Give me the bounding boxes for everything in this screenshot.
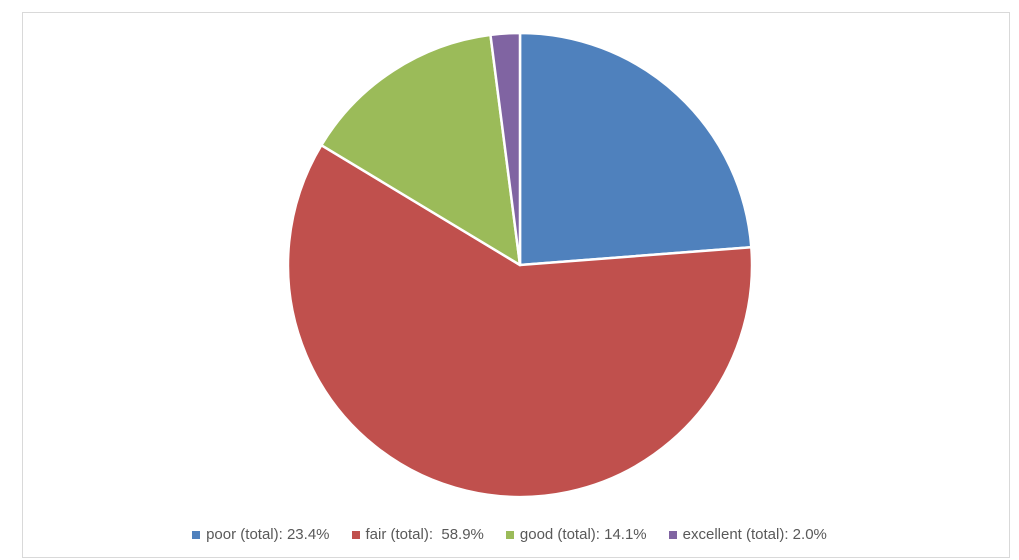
legend-label-fair: fair (total): 58.9%: [365, 526, 484, 543]
legend-swatch-poor: [192, 530, 201, 539]
legend-swatch-fair: [351, 530, 360, 539]
legend-swatch-excellent: [668, 530, 677, 539]
legend: poor (total): 23.4% fair (total): 58.9% …: [0, 526, 1019, 543]
pie-slice-good: [320, 33, 522, 267]
pie-slice-excellent: [489, 31, 522, 267]
pie-slice-fair: [286, 143, 754, 499]
legend-item-poor: poor (total): 23.4%: [192, 526, 330, 543]
legend-label-poor: poor (total): 23.4%: [206, 526, 330, 543]
pie-slices: [286, 31, 754, 499]
legend-label-excellent: excellent (total): 2.0%: [682, 526, 827, 543]
legend-swatch-good: [505, 530, 514, 539]
legend-label-good: good (total): 14.1%: [519, 526, 647, 543]
legend-item-excellent: excellent (total): 2.0%: [668, 526, 827, 543]
pie-slice-poor: [518, 31, 753, 267]
legend-item-good: good (total): 14.1%: [505, 526, 647, 543]
legend-item-fair: fair (total): 58.9%: [351, 526, 484, 543]
